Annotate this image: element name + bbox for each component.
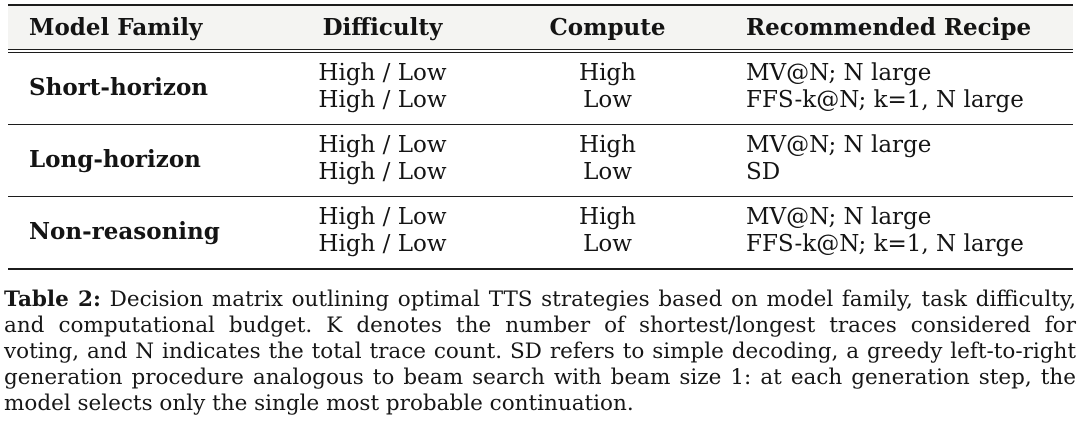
table-caption-text: Decision matrix outlining optimal TTS st… [4, 287, 1076, 416]
difficulty-cell: High / Low [318, 204, 447, 230]
difficulty-cell: High / Low [318, 159, 447, 185]
compute-cell: Low [583, 231, 632, 257]
column-header-difficulty: Difficulty [322, 14, 443, 41]
table-caption-label: Table 2: [4, 287, 101, 312]
compute-cell: High [579, 60, 636, 86]
compute-cell: Low [583, 159, 632, 185]
decision-matrix-table: Model Family Difficulty Compute Recommen… [8, 4, 1073, 270]
compute-cell: High [579, 132, 636, 158]
column-header-compute: Compute [549, 14, 666, 41]
table-group-non-reasoning: Non-reasoning High / Low High MV@N; N la… [8, 196, 1073, 268]
difficulty-cell: High / Low [318, 231, 447, 257]
recipe-cell: FFS-k@N; k=1, N large [746, 87, 1024, 113]
recipe-cell: FFS-k@N; k=1, N large [746, 231, 1024, 257]
compute-cell: High [579, 204, 636, 230]
table-group-long-horizon: Long-horizon High / Low High MV@N; N lar… [8, 124, 1073, 196]
compute-cell: Low [583, 87, 632, 113]
paper-page: Model Family Difficulty Compute Recommen… [0, 4, 1080, 438]
family-cell: Short-horizon [29, 73, 209, 101]
header-separator-double-rule [8, 49, 1073, 53]
table-group-short-horizon: Short-horizon High / Low High MV@N; N la… [8, 53, 1073, 124]
family-cell: Non-reasoning [29, 217, 220, 245]
difficulty-cell: High / Low [318, 60, 447, 86]
column-header-model-family: Model Family [29, 14, 203, 41]
recipe-cell: MV@N; N large [746, 204, 932, 230]
difficulty-cell: High / Low [318, 132, 447, 158]
recipe-cell: SD [746, 159, 781, 185]
column-header-recommended-recipe: Recommended Recipe [746, 14, 1032, 41]
family-cell: Long-horizon [29, 145, 201, 173]
table-caption: Table 2: Decision matrix outlining optim… [4, 287, 1076, 417]
recipe-cell: MV@N; N large [746, 60, 932, 86]
table-header-row: Model Family Difficulty Compute Recommen… [8, 6, 1073, 49]
difficulty-cell: High / Low [318, 87, 447, 113]
recipe-cell: MV@N; N large [746, 132, 932, 158]
